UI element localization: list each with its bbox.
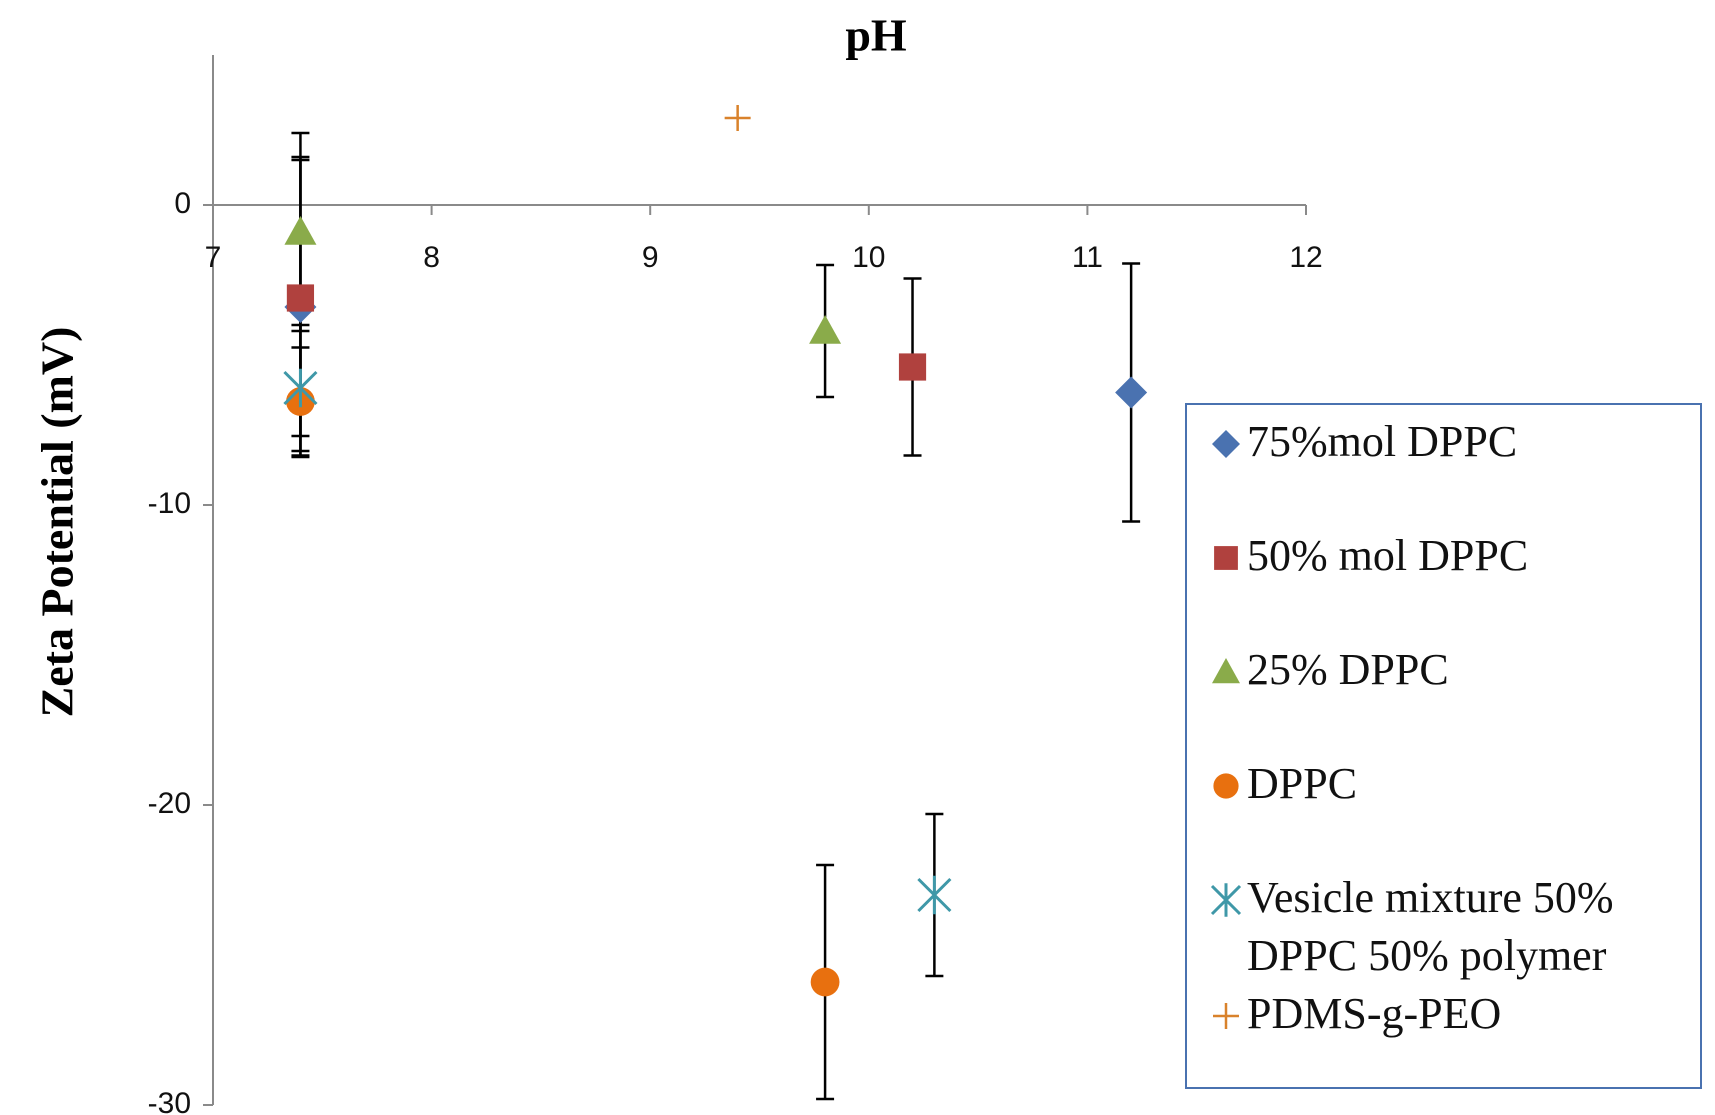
legend-label: DPPC <box>1247 759 1358 808</box>
marker <box>1212 658 1240 684</box>
legend-entry: 25% DPPC <box>1209 641 1692 699</box>
x-tick-label: 12 <box>1289 241 1322 274</box>
legend-marker <box>1212 430 1240 458</box>
x-tick-label: 9 <box>642 241 659 274</box>
chart-title: pH <box>845 10 907 61</box>
x-tick-label: 10 <box>852 241 885 274</box>
legend-label: 25% DPPC <box>1247 645 1449 694</box>
legend-entry: 75%mol DPPC <box>1209 413 1692 471</box>
legend-entry: DPPC <box>1209 755 1692 813</box>
x-tick-label: 11 <box>1072 241 1103 274</box>
legend: 75%mol DPPC 50% mol DPPC 25% DPPC DPPC Vesic… <box>1185 403 1702 1089</box>
legend-entry: PDMS-g-PEO <box>1209 985 1692 1043</box>
y-tick-label: 0 <box>174 187 191 220</box>
legend-label: PDMS-g-PEO <box>1247 989 1502 1038</box>
marker <box>917 875 952 915</box>
y-tick-label: -20 <box>148 787 191 820</box>
legend-label: Vesicle mixture 50% DPPC 50% polymer <box>1247 873 1614 980</box>
legend-label: 50% mol DPPC <box>1247 531 1529 580</box>
y-tick-label: -10 <box>148 487 191 520</box>
marker <box>724 105 751 131</box>
x-tick-label: 7 <box>205 241 222 274</box>
marker <box>286 284 315 312</box>
legend-marker <box>1210 883 1242 917</box>
legend-entry: 50% mol DPPC <box>1209 527 1692 585</box>
marker <box>1214 546 1238 570</box>
legend-marker <box>1213 1003 1239 1029</box>
marker <box>1212 430 1240 458</box>
marker <box>810 967 840 997</box>
legend-entry: Vesicle mixture 50% DPPC 50% polymer <box>1209 869 1692 985</box>
marker <box>809 315 842 344</box>
x-tick-label: 8 <box>423 241 440 274</box>
marker <box>283 368 318 408</box>
legend-marker <box>1214 546 1238 570</box>
marker <box>898 353 927 381</box>
marker <box>284 216 317 245</box>
y-axis-label: Zeta Potential (mV) <box>32 327 83 718</box>
marker <box>1213 1003 1239 1029</box>
marker <box>1115 376 1148 409</box>
legend-marker <box>1213 773 1239 799</box>
y-tick-label: -30 <box>148 1087 191 1115</box>
legend-label: 75%mol DPPC <box>1247 417 1518 466</box>
marker <box>1210 883 1242 917</box>
legend-marker <box>1212 658 1240 684</box>
marker <box>1213 773 1239 799</box>
